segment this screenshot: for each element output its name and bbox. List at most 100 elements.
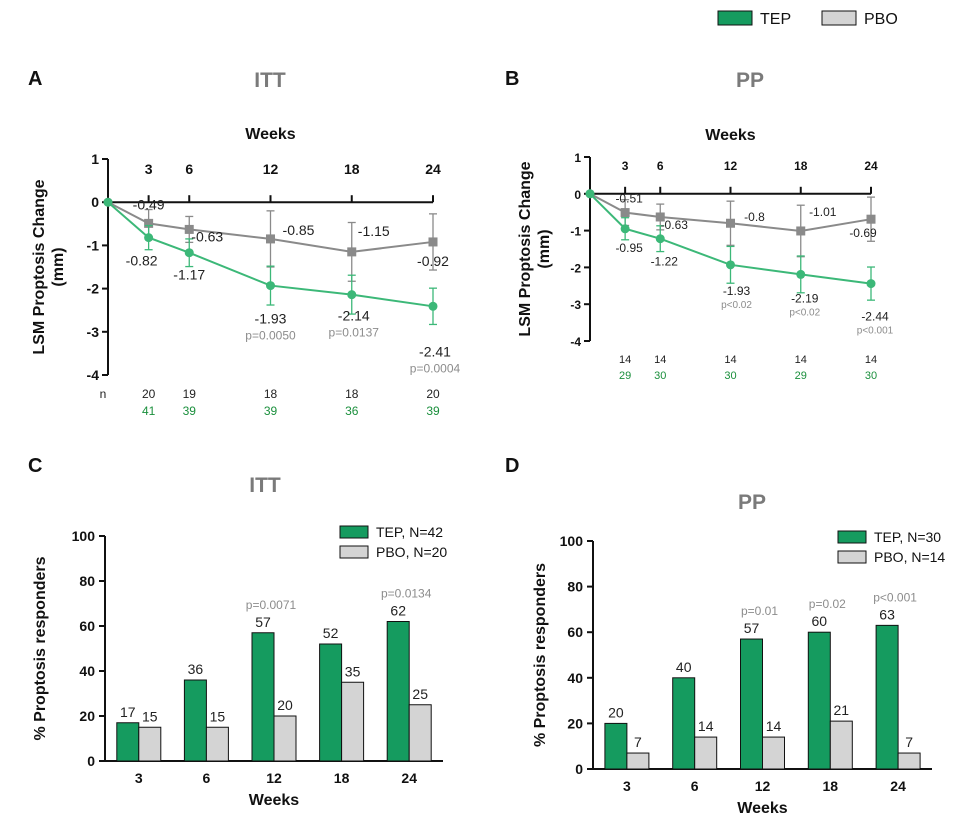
- n-tep-count: 39: [426, 404, 440, 418]
- tep-series-line: [589, 193, 872, 285]
- panel-b-title: PP: [736, 69, 764, 92]
- p-value-label: p=0.0071: [246, 598, 297, 612]
- y-tick-label: -2: [570, 261, 581, 275]
- tep-point: [726, 260, 735, 270]
- n-tep-count: 41: [142, 404, 156, 418]
- p-value-label: p=0.02: [809, 597, 846, 611]
- p-value-label: p<0.001: [857, 326, 894, 337]
- legend-tep-label: TEP: [760, 11, 791, 28]
- y-tick-label: 0: [575, 761, 583, 777]
- x-axis-title: Weeks: [249, 792, 300, 809]
- tep-bar-label: 36: [188, 661, 204, 677]
- p-value-label: p=0.0134: [381, 587, 432, 601]
- tep-bar-label: 57: [744, 620, 760, 636]
- x-tick-label: 18: [334, 770, 350, 786]
- x-tick-label: 24: [890, 778, 906, 794]
- panel-d-letter: D: [505, 455, 519, 477]
- y-axis-title: % Proptosis responders: [532, 563, 549, 747]
- legend-tep-swatch: [717, 10, 753, 26]
- pbo-bar: [829, 720, 853, 770]
- y-tick-label: -4: [570, 335, 581, 349]
- y-tick-label: 80: [567, 579, 583, 595]
- x-tick-label: 12: [724, 159, 738, 173]
- pbo-bar: [897, 752, 921, 770]
- pbo-bar-label: 7: [634, 734, 642, 750]
- pbo-bar: [205, 726, 229, 762]
- tep-value-label: -0.95: [615, 241, 643, 255]
- y-tick-label: 40: [79, 663, 95, 679]
- tep-bar: [604, 722, 628, 770]
- legend-label: TEP, N=30: [874, 529, 941, 545]
- x-tick-label: 3: [622, 159, 629, 173]
- y-tick-label: 80: [79, 573, 95, 589]
- pbo-bar: [626, 752, 650, 770]
- pbo-bar: [694, 736, 718, 770]
- tep-value-label: -2.14: [338, 308, 370, 324]
- tep-bar: [116, 722, 140, 762]
- n-tep-count: 39: [183, 404, 197, 418]
- legend-swatch: [837, 530, 867, 544]
- pbo-bar-label: 21: [834, 702, 850, 718]
- legend-swatch: [339, 545, 369, 559]
- pbo-bar: [341, 681, 365, 762]
- pbo-point: [796, 226, 806, 236]
- y-tick-label: 1: [574, 151, 581, 165]
- pbo-point: [347, 247, 357, 257]
- tep-value-label: -2.19: [791, 291, 819, 305]
- x-axis-title: Weeks: [245, 126, 296, 143]
- legend-pbo-swatch: [821, 10, 857, 26]
- x-tick-label: 24: [425, 161, 441, 177]
- chart-c-bar-itt: 100 80 60 40 20 0 % Proptosis responders Weeks 3…: [32, 524, 447, 809]
- pbo-bar-label: 15: [142, 708, 158, 724]
- p-value-label: p<0.001: [873, 590, 917, 604]
- pbo-bar: [408, 704, 432, 762]
- y-tick-label: -3: [87, 324, 100, 340]
- n-tep-count: 29: [795, 370, 807, 382]
- tep-value-label: -2.44: [861, 310, 889, 324]
- x-tick-label: 24: [401, 770, 417, 786]
- y-tick-label: 0: [574, 188, 581, 202]
- pbo-bar-label: 20: [277, 697, 293, 713]
- p-value-label: p<0.02: [721, 300, 752, 311]
- y-tick-label: -4: [87, 367, 100, 383]
- chart-d-bar-pp: 100 80 60 40 20 0 % Proptosis responders Weeks 3…: [532, 529, 945, 817]
- n-pbo-count: 18: [264, 387, 278, 401]
- pbo-point: [620, 208, 630, 218]
- tep-bar: [319, 643, 343, 762]
- pbo-bar-label: 15: [210, 708, 226, 724]
- x-tick-label: 18: [794, 159, 808, 173]
- tep-series-line: [107, 201, 434, 308]
- p-value-label: p=0.0004: [410, 361, 461, 375]
- n-tep-count: 30: [865, 370, 877, 382]
- pbo-bar: [762, 736, 785, 770]
- x-tick-label: 3: [135, 770, 143, 786]
- tep-point: [103, 197, 113, 207]
- x-tick-label: 18: [344, 161, 360, 177]
- y-axis-title: % Proptosis responders: [32, 556, 49, 740]
- top-legend: TEP PBO: [717, 10, 898, 28]
- chart-b-line-pp: Weeks 1 0 -1 -2 -3 -4 3 6 12 18 24 LSM Proptosis Cha…: [517, 127, 894, 382]
- x-tick-label: 12: [755, 778, 771, 794]
- tep-bar-label: 57: [255, 614, 271, 630]
- tep-bar-label: 62: [390, 603, 406, 619]
- y-axis-title-line1: LSM Proptosis Change: [517, 161, 534, 336]
- pbo-value-label: -0.63: [191, 228, 223, 244]
- pbo-series-line: [107, 201, 434, 253]
- pbo-value-label: -1.01: [809, 205, 837, 219]
- n-tep-count: 30: [654, 370, 666, 382]
- tep-value-label: -1.17: [173, 267, 205, 283]
- y-tick-label: 60: [567, 624, 583, 640]
- tep-bar-label: 17: [120, 704, 136, 720]
- x-tick-label: 6: [657, 159, 664, 173]
- pbo-point: [726, 218, 735, 228]
- y-axis-title-line1: LSM Proptosis Change: [31, 179, 48, 354]
- pbo-value-label: -0.8: [744, 210, 765, 224]
- x-axis-title: Weeks: [705, 127, 756, 144]
- tep-bar-label: 52: [323, 625, 339, 641]
- y-tick-label: 1: [91, 151, 99, 167]
- y-tick-label: -2: [87, 281, 100, 297]
- n-pbo-count: 20: [426, 387, 440, 401]
- tep-bar: [807, 631, 831, 770]
- x-tick-label: 3: [623, 778, 631, 794]
